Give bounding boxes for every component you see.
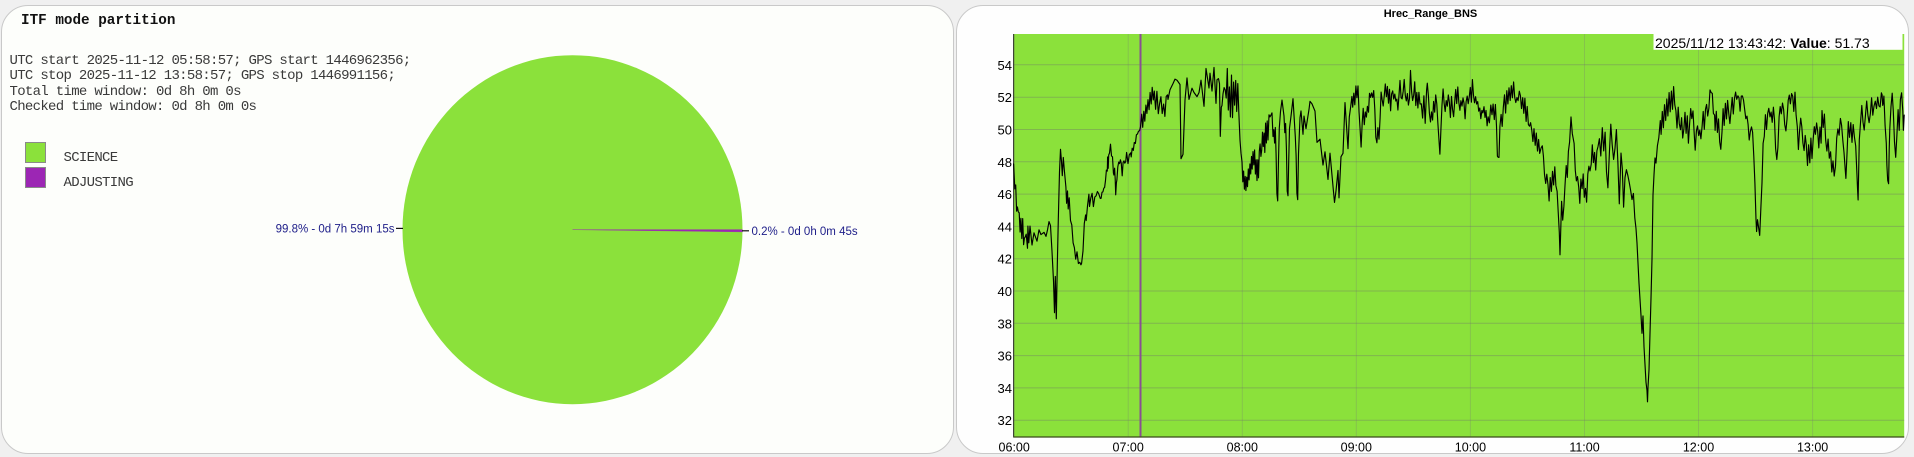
svg-text:Hrec_Range_BNS: Hrec_Range_BNS xyxy=(1384,8,1478,20)
svg-text:09:00: 09:00 xyxy=(1341,441,1372,455)
svg-text:46: 46 xyxy=(998,187,1012,202)
svg-text:54: 54 xyxy=(998,58,1012,73)
svg-text:32: 32 xyxy=(998,413,1012,428)
svg-text:50: 50 xyxy=(998,123,1012,138)
svg-text:38: 38 xyxy=(998,316,1012,331)
svg-text:48: 48 xyxy=(998,155,1012,170)
svg-text:07:00: 07:00 xyxy=(1113,441,1144,455)
svg-text:08:00: 08:00 xyxy=(1227,441,1258,455)
svg-text:44: 44 xyxy=(998,219,1012,234)
svg-text:12:00: 12:00 xyxy=(1683,441,1714,455)
svg-text:34: 34 xyxy=(998,381,1012,396)
svg-text:42: 42 xyxy=(998,252,1012,267)
svg-text:40: 40 xyxy=(998,284,1012,299)
svg-text:0.2% - 0d 0h 0m 45s: 0.2% - 0d 0h 0m 45s xyxy=(752,226,858,238)
svg-text:36: 36 xyxy=(998,349,1012,364)
svg-text:99.8% - 0d 7h 59m 15s: 99.8% - 0d 7h 59m 15s xyxy=(276,224,395,236)
svg-text:10:00: 10:00 xyxy=(1455,441,1486,455)
svg-text:52: 52 xyxy=(998,90,1012,105)
svg-text:11:00: 11:00 xyxy=(1569,441,1599,455)
svg-text:06:00: 06:00 xyxy=(999,441,1030,455)
svg-text:13:00: 13:00 xyxy=(1797,441,1828,455)
svg-text:2025/11/12 13:43:42: Value: 51: 2025/11/12 13:43:42: Value: 51.73 xyxy=(1655,35,1870,51)
